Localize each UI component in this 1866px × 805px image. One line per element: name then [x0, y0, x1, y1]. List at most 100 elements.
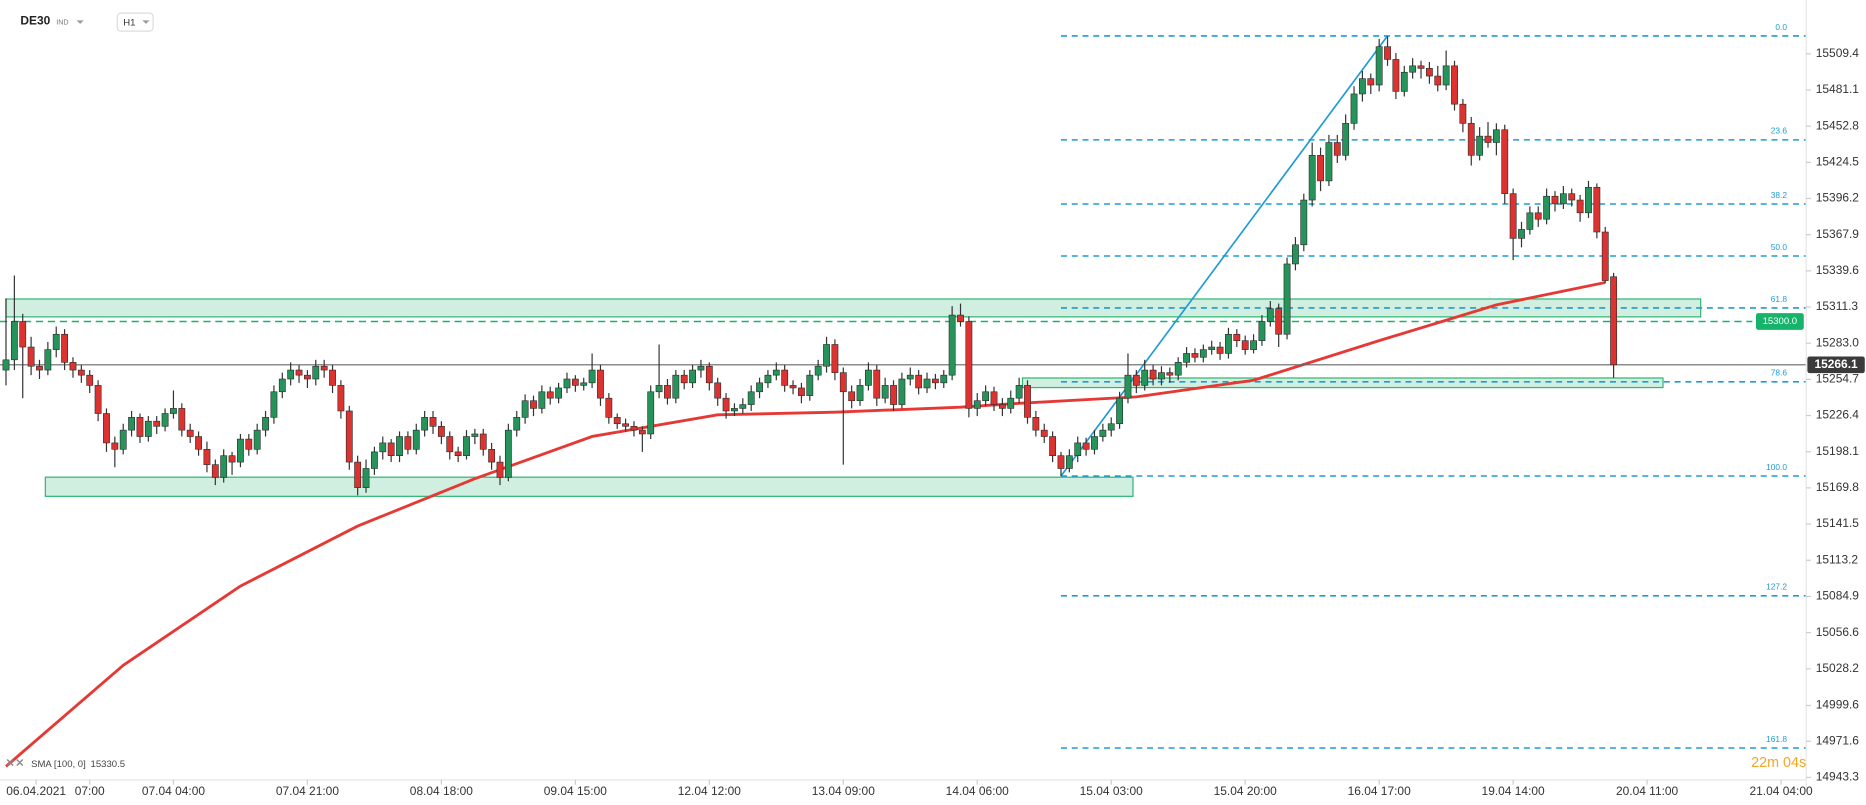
- candle-body: [463, 436, 470, 456]
- indicator-name: SMA [100, 0]: [31, 759, 86, 770]
- timeframe[interactable]: H1: [123, 17, 135, 28]
- last-price-label: 15266.1: [1814, 357, 1858, 371]
- candle-body: [739, 404, 747, 409]
- y-tick-label: 14999.6: [1816, 698, 1860, 712]
- candle-body: [1601, 231, 1609, 281]
- x-tick-label: 12.04 12:00: [678, 784, 741, 798]
- candle-body: [404, 436, 412, 450]
- candle-body: [881, 385, 889, 399]
- candle-body: [19, 321, 27, 348]
- x-tick-label: 20.04 11:00: [1616, 784, 1679, 798]
- fib-label: 78.6: [1771, 368, 1788, 378]
- candle-body: [1275, 308, 1283, 335]
- x-tick-label: 07.04 21:00: [276, 784, 339, 798]
- candle-body: [1040, 429, 1048, 437]
- candle-body: [1501, 129, 1509, 194]
- candle-body: [479, 433, 487, 450]
- last-price-tag: [1807, 356, 1865, 374]
- alert-label: 15300.0: [1763, 316, 1798, 327]
- x-tick-label: 07:00: [75, 784, 105, 798]
- candle-body: [52, 333, 60, 350]
- candle-body: [731, 408, 738, 412]
- candle-body: [915, 374, 923, 389]
- candle-body: [1292, 244, 1299, 265]
- candle-body: [1225, 333, 1232, 354]
- candle-body: [211, 464, 219, 478]
- candle-body: [1610, 276, 1618, 366]
- candle-body: [789, 385, 797, 389]
- candle-body: [94, 385, 102, 414]
- candle-body: [161, 413, 169, 427]
- y-tick-label: 15226.4: [1816, 408, 1860, 422]
- candle-body: [454, 451, 462, 456]
- candle-body: [798, 387, 805, 396]
- candle-body: [906, 374, 914, 380]
- candle-body: [86, 374, 94, 386]
- candle-body: [1132, 374, 1140, 386]
- y-tick-label: 15481.1: [1816, 82, 1860, 96]
- candle-body: [588, 369, 596, 384]
- candle-body: [2, 359, 10, 371]
- candle-body: [496, 461, 504, 478]
- candle-body: [1333, 142, 1341, 156]
- candle-body: [864, 369, 872, 386]
- plot-area: 0.0 23.6 38.2 50.0 61.8 78.6 100.0 127.2 161.8: [0, 22, 1807, 768]
- x-tick-label: 16.04 17:00: [1348, 784, 1411, 798]
- candle-body: [304, 374, 311, 380]
- candle-body: [722, 397, 730, 412]
- candle-body: [1476, 135, 1484, 156]
- candle-body: [262, 417, 269, 431]
- candle-body: [563, 378, 571, 389]
- fib-label: 50.0: [1771, 242, 1788, 252]
- candle-body: [412, 429, 420, 450]
- candle-body: [613, 417, 621, 425]
- symbol[interactable]: DE30: [20, 14, 50, 28]
- candle-body: [1509, 193, 1517, 239]
- symbol-dropdown[interactable]: [76, 20, 84, 24]
- candle-body: [697, 365, 705, 371]
- candle-body: [69, 362, 77, 371]
- y-tick-label: 15311.3: [1816, 299, 1859, 313]
- candle-body: [1233, 333, 1241, 341]
- candle-body: [362, 468, 370, 488]
- candle-body: [957, 314, 964, 322]
- candle-body: [1074, 442, 1082, 456]
- candle-body: [1568, 193, 1576, 201]
- candle-body: [1266, 308, 1274, 322]
- x-tick-label: 08.04 18:00: [410, 784, 473, 798]
- timeframe-selector[interactable]: [116, 12, 154, 32]
- candle-body: [781, 369, 789, 386]
- candle-body: [1576, 199, 1584, 214]
- candle-body: [1065, 455, 1073, 469]
- y-tick-label: 15169.8: [1816, 480, 1860, 494]
- zone: [1021, 377, 1664, 389]
- candle-body: [396, 436, 403, 456]
- candle-body: [245, 438, 253, 450]
- candle-body: [931, 378, 939, 384]
- candle-body: [530, 400, 537, 409]
- candle-body: [170, 408, 177, 414]
- candle-body: [990, 391, 998, 405]
- y-tick-label: 15084.9: [1816, 589, 1860, 603]
- y-tick-label: 15283.0: [1816, 335, 1860, 349]
- candle-body: [772, 369, 780, 376]
- fib-label: 0.0: [1775, 22, 1787, 32]
- zone: [44, 476, 1134, 497]
- candle-body: [1082, 442, 1090, 450]
- fib-label: 161.8: [1766, 734, 1787, 744]
- candle-body: [655, 385, 663, 393]
- indicator-icon[interactable]: [6, 759, 24, 767]
- candle-body: [1057, 455, 1065, 469]
- x-tick-label: 07.04 04:00: [142, 784, 205, 798]
- candle-body: [153, 420, 161, 427]
- candle-body: [1216, 346, 1224, 354]
- candle-body: [1409, 65, 1417, 73]
- candle-body: [111, 442, 119, 450]
- candle-body: [1191, 353, 1199, 358]
- candle-body: [278, 378, 286, 393]
- candle-body: [831, 344, 839, 373]
- candle-body: [689, 369, 696, 384]
- y-tick-label: 14943.3: [1816, 770, 1860, 784]
- y-tick-label: 15452.8: [1816, 118, 1860, 132]
